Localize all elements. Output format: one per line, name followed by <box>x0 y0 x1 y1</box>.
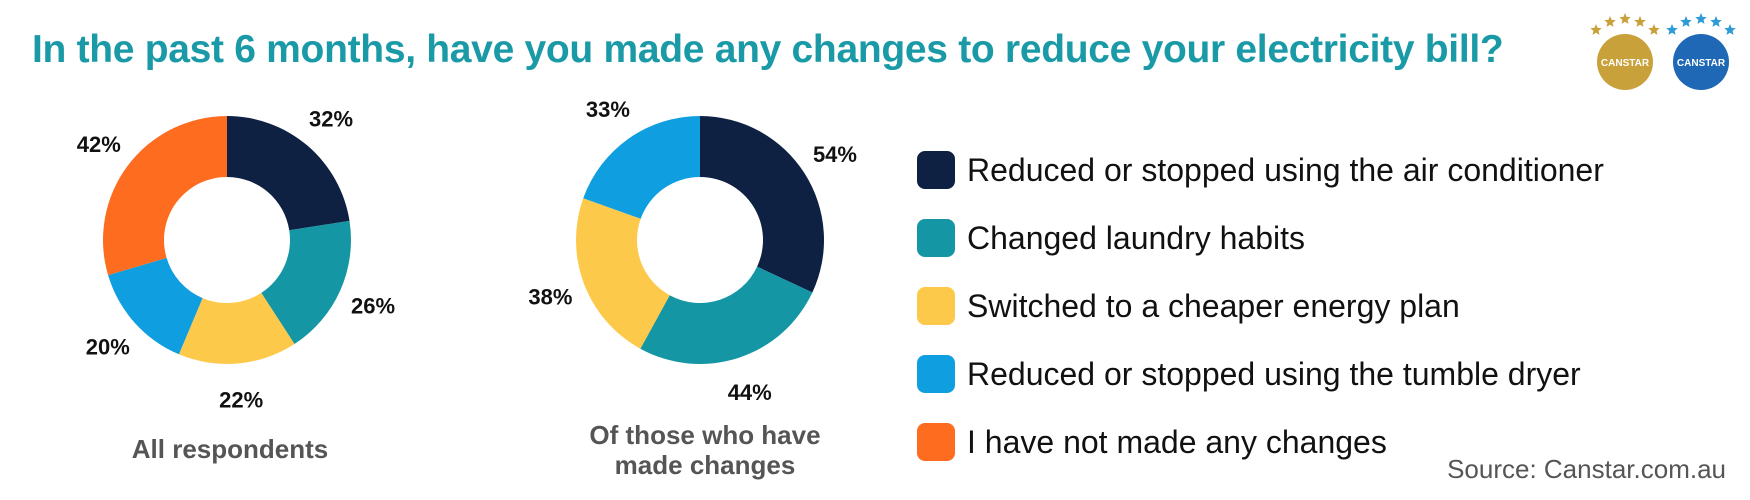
slice-value-label: 54% <box>813 142 857 167</box>
canstar-gold-logo: CANSTAR <box>1590 12 1660 92</box>
canstar-gold-stars-logo: CANSTAR <box>1590 13 1660 90</box>
donut-slice <box>640 266 813 364</box>
logo-star-icon <box>1619 13 1631 24</box>
donut-slice <box>576 198 670 349</box>
legend-item-tumble-dryer: Reduced or stopped using the tumble drye… <box>917 340 1604 408</box>
legend-swatch <box>917 287 955 325</box>
logo-star-icon <box>1604 16 1616 27</box>
legend-swatch <box>917 355 955 393</box>
logo-star-icon <box>1680 16 1692 27</box>
slice-value-label: 38% <box>528 285 572 310</box>
legend-swatch <box>917 219 955 257</box>
logo-star-icon <box>1724 24 1736 35</box>
donut-slice <box>261 220 351 345</box>
logo-star-icon <box>1590 24 1602 35</box>
legend-label: Reduced or stopped using the tumble drye… <box>967 355 1581 392</box>
donut-slice <box>583 116 700 219</box>
donut-slice <box>108 257 203 355</box>
canstar-blue-stars-logo: CANSTAR <box>1666 13 1736 90</box>
logo-text: CANSTAR <box>1601 58 1650 69</box>
donut-slice <box>103 116 227 276</box>
donut-slice <box>227 116 350 231</box>
slice-value-label: 26% <box>351 293 395 318</box>
slice-value-label: 22% <box>219 387 263 412</box>
logo-text: CANSTAR <box>1677 58 1726 69</box>
legend-label: Reduced or stopped using the air conditi… <box>967 151 1604 188</box>
chart-caption-made-changes: Of those who have made changes <box>589 420 821 480</box>
slice-value-label: 20% <box>86 335 130 360</box>
logo-star-icon <box>1695 13 1707 24</box>
logo-star-icon <box>1710 16 1722 27</box>
legend-item-air-conditioner: Reduced or stopped using the air conditi… <box>917 136 1604 204</box>
chart-caption-all-respondents: All respondents <box>131 434 329 464</box>
canstar-blue-logo: CANSTAR <box>1666 12 1736 92</box>
logo-star-icon <box>1666 24 1678 35</box>
slice-value-label: 33% <box>586 97 630 122</box>
logo-star-icon <box>1648 24 1660 35</box>
legend-label: I have not made any changes <box>967 423 1387 460</box>
slice-value-label: 44% <box>728 380 772 405</box>
donut-slice <box>178 292 295 364</box>
slice-value-label: 42% <box>77 132 121 157</box>
legend-item-energy-plan: Switched to a cheaper energy plan <box>917 272 1604 340</box>
source-note: Source: Canstar.com.au <box>1447 454 1726 484</box>
legend-item-no-changes: I have not made any changes <box>917 408 1604 476</box>
legend-swatch <box>917 423 955 461</box>
legend-item-laundry: Changed laundry habits <box>917 204 1604 272</box>
legend-swatch <box>917 151 955 189</box>
legend-label: Changed laundry habits <box>967 219 1306 256</box>
legend-label: Switched to a cheaper energy plan <box>967 287 1460 324</box>
logo-star-icon <box>1634 16 1646 27</box>
page-title: In the past 6 months, have you made any … <box>32 28 1504 71</box>
canstar-logos: CANSTAR CANSTAR <box>1590 12 1740 92</box>
slice-value-label: 32% <box>309 106 353 131</box>
donut-slice <box>700 116 824 293</box>
legend: Reduced or stopped using the air conditi… <box>917 136 1604 476</box>
